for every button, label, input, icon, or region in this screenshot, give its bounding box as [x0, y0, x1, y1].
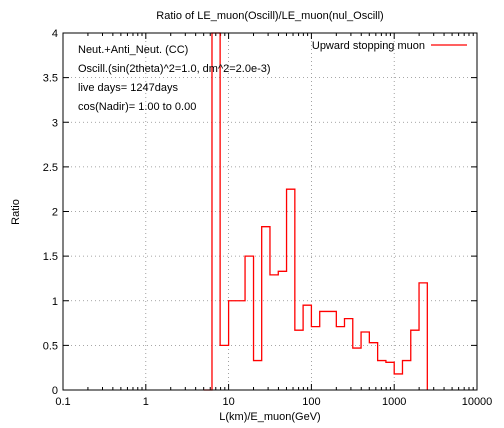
- y-tick-label: 2: [52, 207, 58, 219]
- y-tick-label: 3.5: [43, 73, 58, 85]
- annotation-line: cos(Nadir)= 1.00 to 0.00: [78, 101, 196, 113]
- y-tick-label: 1.5: [43, 251, 58, 263]
- y-tick-label: 1: [52, 296, 58, 308]
- y-tick-label: 4: [52, 28, 58, 40]
- grid: [63, 33, 477, 390]
- x-tick-label: 100: [302, 396, 320, 408]
- data-series: [203, 32, 428, 391]
- annotation-line: live days= 1247days: [78, 82, 178, 94]
- plot-frame: [62, 32, 478, 391]
- x-tick-label: 10: [222, 396, 234, 408]
- y-tick-label: 2.5: [43, 162, 58, 174]
- annotation-line: Oscill.(sin(2theta)^2=1.0, dm^2=2.0e-3): [78, 63, 271, 75]
- x-tick-label: 1000: [382, 396, 406, 408]
- annotations: Neut.+Anti_Neut. (CC) Oscill.(sin(2theta…: [78, 44, 271, 113]
- chart-title: Ratio of LE_muon(Oscill)/LE_muon(nul_Osc…: [156, 10, 383, 22]
- x-tick-label: 10000: [462, 396, 493, 408]
- x-axis-label: L(km)/E_muon(GeV): [219, 411, 320, 423]
- y-tick-label: 3: [52, 117, 58, 129]
- x-tick-label: 1: [143, 396, 149, 408]
- x-tick-labels: 0.1 1 10 100 1000 10000: [55, 396, 492, 408]
- x-tick-label: 0.1: [55, 396, 70, 408]
- series-line: [203, 32, 428, 391]
- y-tick-label: 0.5: [43, 340, 58, 352]
- legend-label: Upward stopping muon: [312, 40, 425, 52]
- annotation-line: Neut.+Anti_Neut. (CC): [78, 44, 188, 56]
- legend: Upward stopping muon: [312, 40, 467, 52]
- y-tick-label: 0: [52, 385, 58, 397]
- y-axis-label: Ratio: [10, 199, 22, 225]
- y-tick-labels: 0 0.5 1 1.5 2 2.5 3 3.5 4: [43, 28, 58, 397]
